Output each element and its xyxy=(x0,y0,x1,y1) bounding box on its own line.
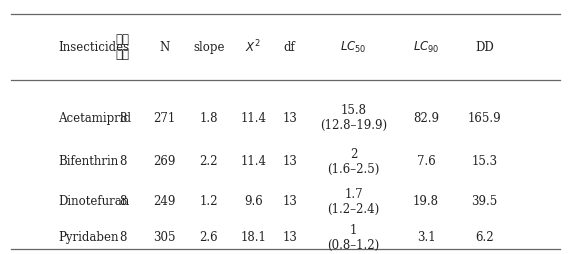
Text: 15.8
(12.8–19.9): 15.8 (12.8–19.9) xyxy=(320,104,387,132)
Text: 8: 8 xyxy=(119,112,126,125)
Text: 13: 13 xyxy=(282,231,297,244)
Text: 측정
시간: 측정 시간 xyxy=(115,33,130,61)
Text: 2.2: 2.2 xyxy=(199,155,218,168)
Text: 39.5: 39.5 xyxy=(471,195,498,208)
Text: N: N xyxy=(159,41,169,54)
Text: 2
(1.6–2.5): 2 (1.6–2.5) xyxy=(327,148,380,176)
Text: 2.6: 2.6 xyxy=(199,231,218,244)
Text: slope: slope xyxy=(193,41,224,54)
Text: 6.2: 6.2 xyxy=(475,231,494,244)
Text: $X^{2}$: $X^{2}$ xyxy=(245,39,261,56)
Text: 13: 13 xyxy=(282,195,297,208)
Text: Bifenthrin: Bifenthrin xyxy=(59,155,119,168)
Text: Acetamiprid: Acetamiprid xyxy=(59,112,132,125)
Text: DD: DD xyxy=(475,41,494,54)
Text: Dinotefuran: Dinotefuran xyxy=(59,195,130,208)
Text: 271: 271 xyxy=(153,112,176,125)
Text: 15.3: 15.3 xyxy=(471,155,498,168)
Text: 11.4: 11.4 xyxy=(240,155,266,168)
Text: 165.9: 165.9 xyxy=(467,112,501,125)
Text: $LC_{90}$: $LC_{90}$ xyxy=(412,40,439,55)
Text: 8: 8 xyxy=(119,195,126,208)
Text: 1
(0.8–1.2): 1 (0.8–1.2) xyxy=(328,224,379,252)
Text: 11.4: 11.4 xyxy=(240,112,266,125)
Text: 7.6: 7.6 xyxy=(416,155,435,168)
Text: 9.6: 9.6 xyxy=(244,195,263,208)
Text: 82.9: 82.9 xyxy=(413,112,439,125)
Text: 18.1: 18.1 xyxy=(240,231,266,244)
Text: Pyridaben: Pyridaben xyxy=(59,231,119,244)
Text: 3.1: 3.1 xyxy=(417,231,435,244)
Text: 8: 8 xyxy=(119,155,126,168)
Text: 19.8: 19.8 xyxy=(413,195,439,208)
Text: 269: 269 xyxy=(153,155,176,168)
Text: df: df xyxy=(283,41,295,54)
Text: $LC_{50}$: $LC_{50}$ xyxy=(340,40,367,55)
Text: 8: 8 xyxy=(119,231,126,244)
Text: 1.8: 1.8 xyxy=(199,112,218,125)
Text: Insecticides: Insecticides xyxy=(59,41,130,54)
Text: 13: 13 xyxy=(282,155,297,168)
Text: 13: 13 xyxy=(282,112,297,125)
Text: 1.2: 1.2 xyxy=(199,195,218,208)
Text: 305: 305 xyxy=(153,231,176,244)
Text: 249: 249 xyxy=(153,195,176,208)
Text: 1.7
(1.2–2.4): 1.7 (1.2–2.4) xyxy=(328,188,379,216)
